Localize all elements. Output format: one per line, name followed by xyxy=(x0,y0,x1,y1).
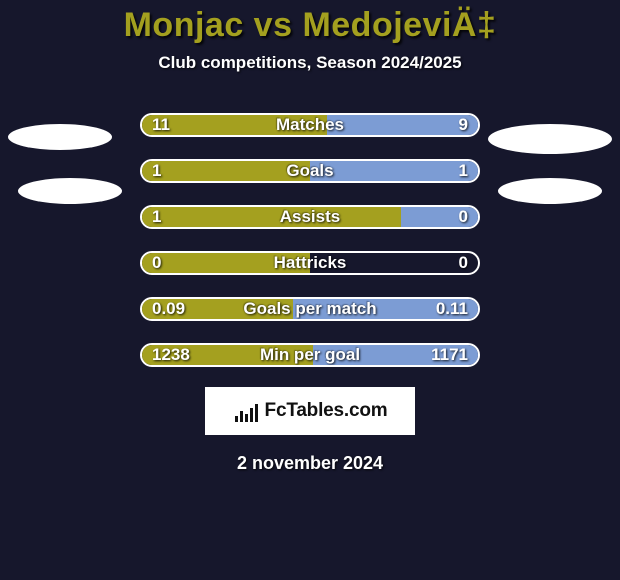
stat-row: Min per goal12381171 xyxy=(0,333,620,379)
stat-value-right: 0 xyxy=(449,253,478,273)
stat-bar-right xyxy=(313,345,478,365)
stat-bar-right xyxy=(327,115,478,135)
stat-row: Goals per match0.090.11 xyxy=(0,287,620,333)
brand-bars-icon xyxy=(233,400,259,422)
avatar-placeholder xyxy=(498,178,602,204)
avatar-placeholder xyxy=(18,178,122,204)
stat-bar: Goals per match0.090.11 xyxy=(140,297,480,321)
stat-bar-left xyxy=(142,115,327,135)
avatar-placeholder xyxy=(8,124,112,150)
stat-bar-left xyxy=(142,207,401,227)
page-title: Monjac vs MedojeviÄ‡ xyxy=(0,6,620,45)
stat-bar: Matches119 xyxy=(140,113,480,137)
stat-bar: Goals11 xyxy=(140,159,480,183)
brand-badge: FcTables.com xyxy=(205,387,415,435)
stat-bar-left xyxy=(142,253,310,273)
stat-bar-left xyxy=(142,345,313,365)
stat-bar: Min per goal12381171 xyxy=(140,343,480,367)
stat-bar-right xyxy=(401,207,478,227)
avatar-placeholder xyxy=(488,124,612,154)
brand-text: FcTables.com xyxy=(265,400,388,422)
stat-row: Hattricks00 xyxy=(0,241,620,287)
comparison-card: Monjac vs MedojeviÄ‡ Club competitions, … xyxy=(0,0,620,580)
stat-bar: Assists10 xyxy=(140,205,480,229)
stat-bar-left xyxy=(142,299,293,319)
stat-bar: Hattricks00 xyxy=(140,251,480,275)
date-text: 2 november 2024 xyxy=(0,453,620,474)
stat-bar-left xyxy=(142,161,310,181)
stat-bar-right xyxy=(293,299,478,319)
stat-bar-right xyxy=(310,161,478,181)
subtitle: Club competitions, Season 2024/2025 xyxy=(0,53,620,73)
